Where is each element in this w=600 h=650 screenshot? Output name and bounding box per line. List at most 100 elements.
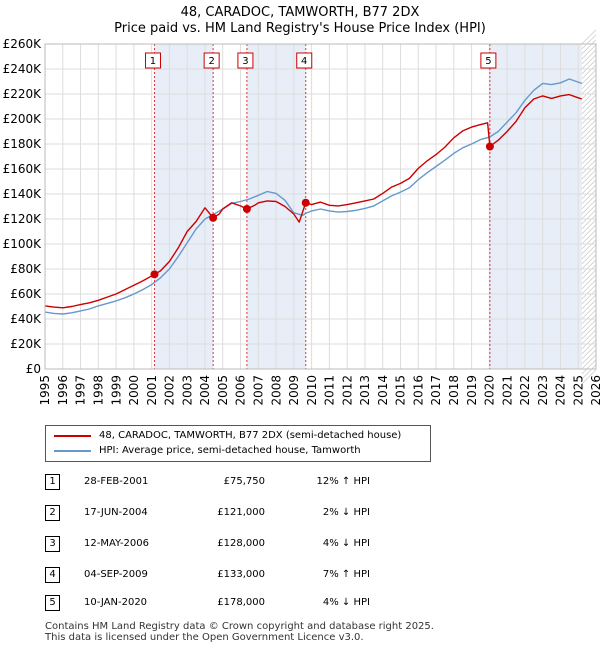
y-tick-label: £0	[26, 362, 41, 376]
forecast-hatch	[581, 319, 597, 335]
transaction-hpi: 4% ↓ HPI	[322, 597, 370, 608]
x-tick-label: 2011	[323, 375, 337, 406]
forecast-hatch	[581, 69, 597, 85]
shade-layer	[45, 29, 597, 385]
forecast-hatch	[581, 154, 597, 170]
forecast-hatch	[581, 214, 597, 230]
forecast-hatch	[581, 179, 597, 195]
y-tick-label: £140K	[3, 187, 43, 201]
x-tick-label: 1995	[38, 375, 52, 406]
x-tick-label: 2010	[305, 375, 319, 406]
forecast-hatch	[581, 224, 597, 240]
x-tick-label: 2006	[234, 375, 248, 406]
forecast-hatch	[581, 39, 597, 55]
forecast-hatch	[581, 284, 597, 300]
forecast-hatch	[581, 239, 597, 255]
sale-badge-label: 4	[301, 56, 307, 67]
forecast-hatch	[581, 159, 597, 175]
forecast-hatch	[581, 249, 597, 265]
x-tick-label: 2004	[198, 375, 212, 406]
x-tick-label: 1998	[92, 375, 106, 406]
forecast-hatch	[581, 329, 597, 345]
x-tick-label: 2025	[571, 375, 585, 406]
forecast-hatch	[581, 79, 597, 95]
y-tick-label: £100K	[3, 237, 43, 251]
x-tick-label: 2021	[500, 375, 514, 406]
y-tick-label: £80K	[10, 262, 42, 276]
forecast-hatch	[581, 354, 597, 370]
forecast-hatch	[581, 134, 597, 150]
x-tick-label: 2019	[465, 375, 479, 406]
sale-badge-label: 3	[242, 56, 248, 67]
sale-point	[209, 213, 218, 222]
forecast-hatch	[581, 269, 597, 285]
legend-swatch-hpi	[54, 450, 91, 452]
forecast-hatch	[581, 49, 597, 65]
forecast-hatch	[581, 34, 597, 50]
forecast-hatch	[581, 279, 597, 295]
x-tick-label: 2009	[287, 375, 301, 406]
forecast-hatch	[581, 254, 597, 270]
sale-badge	[144, 52, 161, 69]
y-tick-label: £40K	[10, 312, 42, 326]
footer-line2: This data is licensed under the Open Gov…	[45, 632, 364, 643]
forecast-hatch	[581, 324, 597, 340]
sale-point	[242, 205, 251, 213]
transaction-hpi: 7% ↑ HPI	[322, 569, 370, 580]
forecast-hatch	[581, 259, 597, 275]
forecast-hatch	[581, 114, 597, 130]
sale-point	[301, 198, 310, 207]
y-tick-label: £260K	[3, 37, 43, 51]
forecast-hatch	[581, 274, 597, 290]
x-tick-label: 2015	[394, 375, 408, 406]
forecast-hatch	[581, 104, 597, 120]
sale-badge-label: 5	[485, 56, 491, 67]
transaction-price: £178,000	[217, 597, 265, 608]
forecast-hatch	[581, 219, 597, 235]
forecast-hatch	[581, 149, 597, 165]
x-tick-label: 2008	[269, 375, 283, 406]
x-tick-label: 2022	[518, 375, 532, 406]
y-tick-label: £240K	[3, 62, 43, 76]
forecast-hatch	[581, 339, 597, 355]
footer-line1: Contains HM Land Registry data © Crown c…	[45, 621, 434, 632]
forecast-hatch	[581, 184, 597, 200]
transaction-price: £128,000	[217, 538, 265, 549]
x-tick-label: 2005	[216, 375, 230, 406]
chart-title: 48, CARADOC, TAMWORTH, B77 2DX Price pai…	[0, 5, 600, 37]
y-tick-label: £120K	[3, 212, 43, 226]
chart-title-line1: 48, CARADOC, TAMWORTH, B77 2DX	[180, 5, 420, 20]
forecast-hatch	[581, 314, 597, 330]
forecast-hatch	[581, 59, 597, 75]
forecast-hatch	[581, 44, 597, 60]
sale-badge-label: 2	[208, 56, 214, 67]
sale-badge-label: 1	[150, 56, 156, 67]
shaded-period	[489, 44, 582, 369]
transaction-date: 17-JUN-2004	[84, 507, 148, 518]
x-tick-label: 2026	[589, 375, 600, 406]
forecast-hatch	[581, 289, 597, 305]
x-tick-label: 2018	[447, 375, 461, 406]
sale-badges: 1 2 3 4 5	[144, 52, 497, 69]
sale-point	[150, 270, 159, 279]
transaction-date: 12-MAY-2006	[84, 538, 150, 549]
x-tick-label: 2024	[554, 375, 568, 406]
forecast-hatch	[581, 209, 597, 225]
forecast-hatch	[581, 234, 597, 250]
y-tick-label: £200K	[3, 112, 43, 126]
forecast-hatch	[581, 194, 597, 210]
sale-badge	[237, 52, 254, 69]
x-tick-label: 1999	[109, 375, 123, 406]
forecast-hatch	[581, 349, 597, 365]
forecast-hatch	[581, 119, 597, 135]
x-tick-label: 2001	[145, 375, 159, 406]
transaction-price: £75,750	[223, 476, 265, 487]
x-tick-label: 2000	[127, 375, 141, 406]
x-tick-label: 2002	[163, 375, 177, 406]
forecast-hatch	[581, 99, 597, 115]
transaction-number: 4	[45, 567, 60, 583]
forecast-hatch	[581, 29, 597, 45]
forecast-hatch	[581, 84, 597, 100]
forecast-hatch	[581, 294, 597, 310]
